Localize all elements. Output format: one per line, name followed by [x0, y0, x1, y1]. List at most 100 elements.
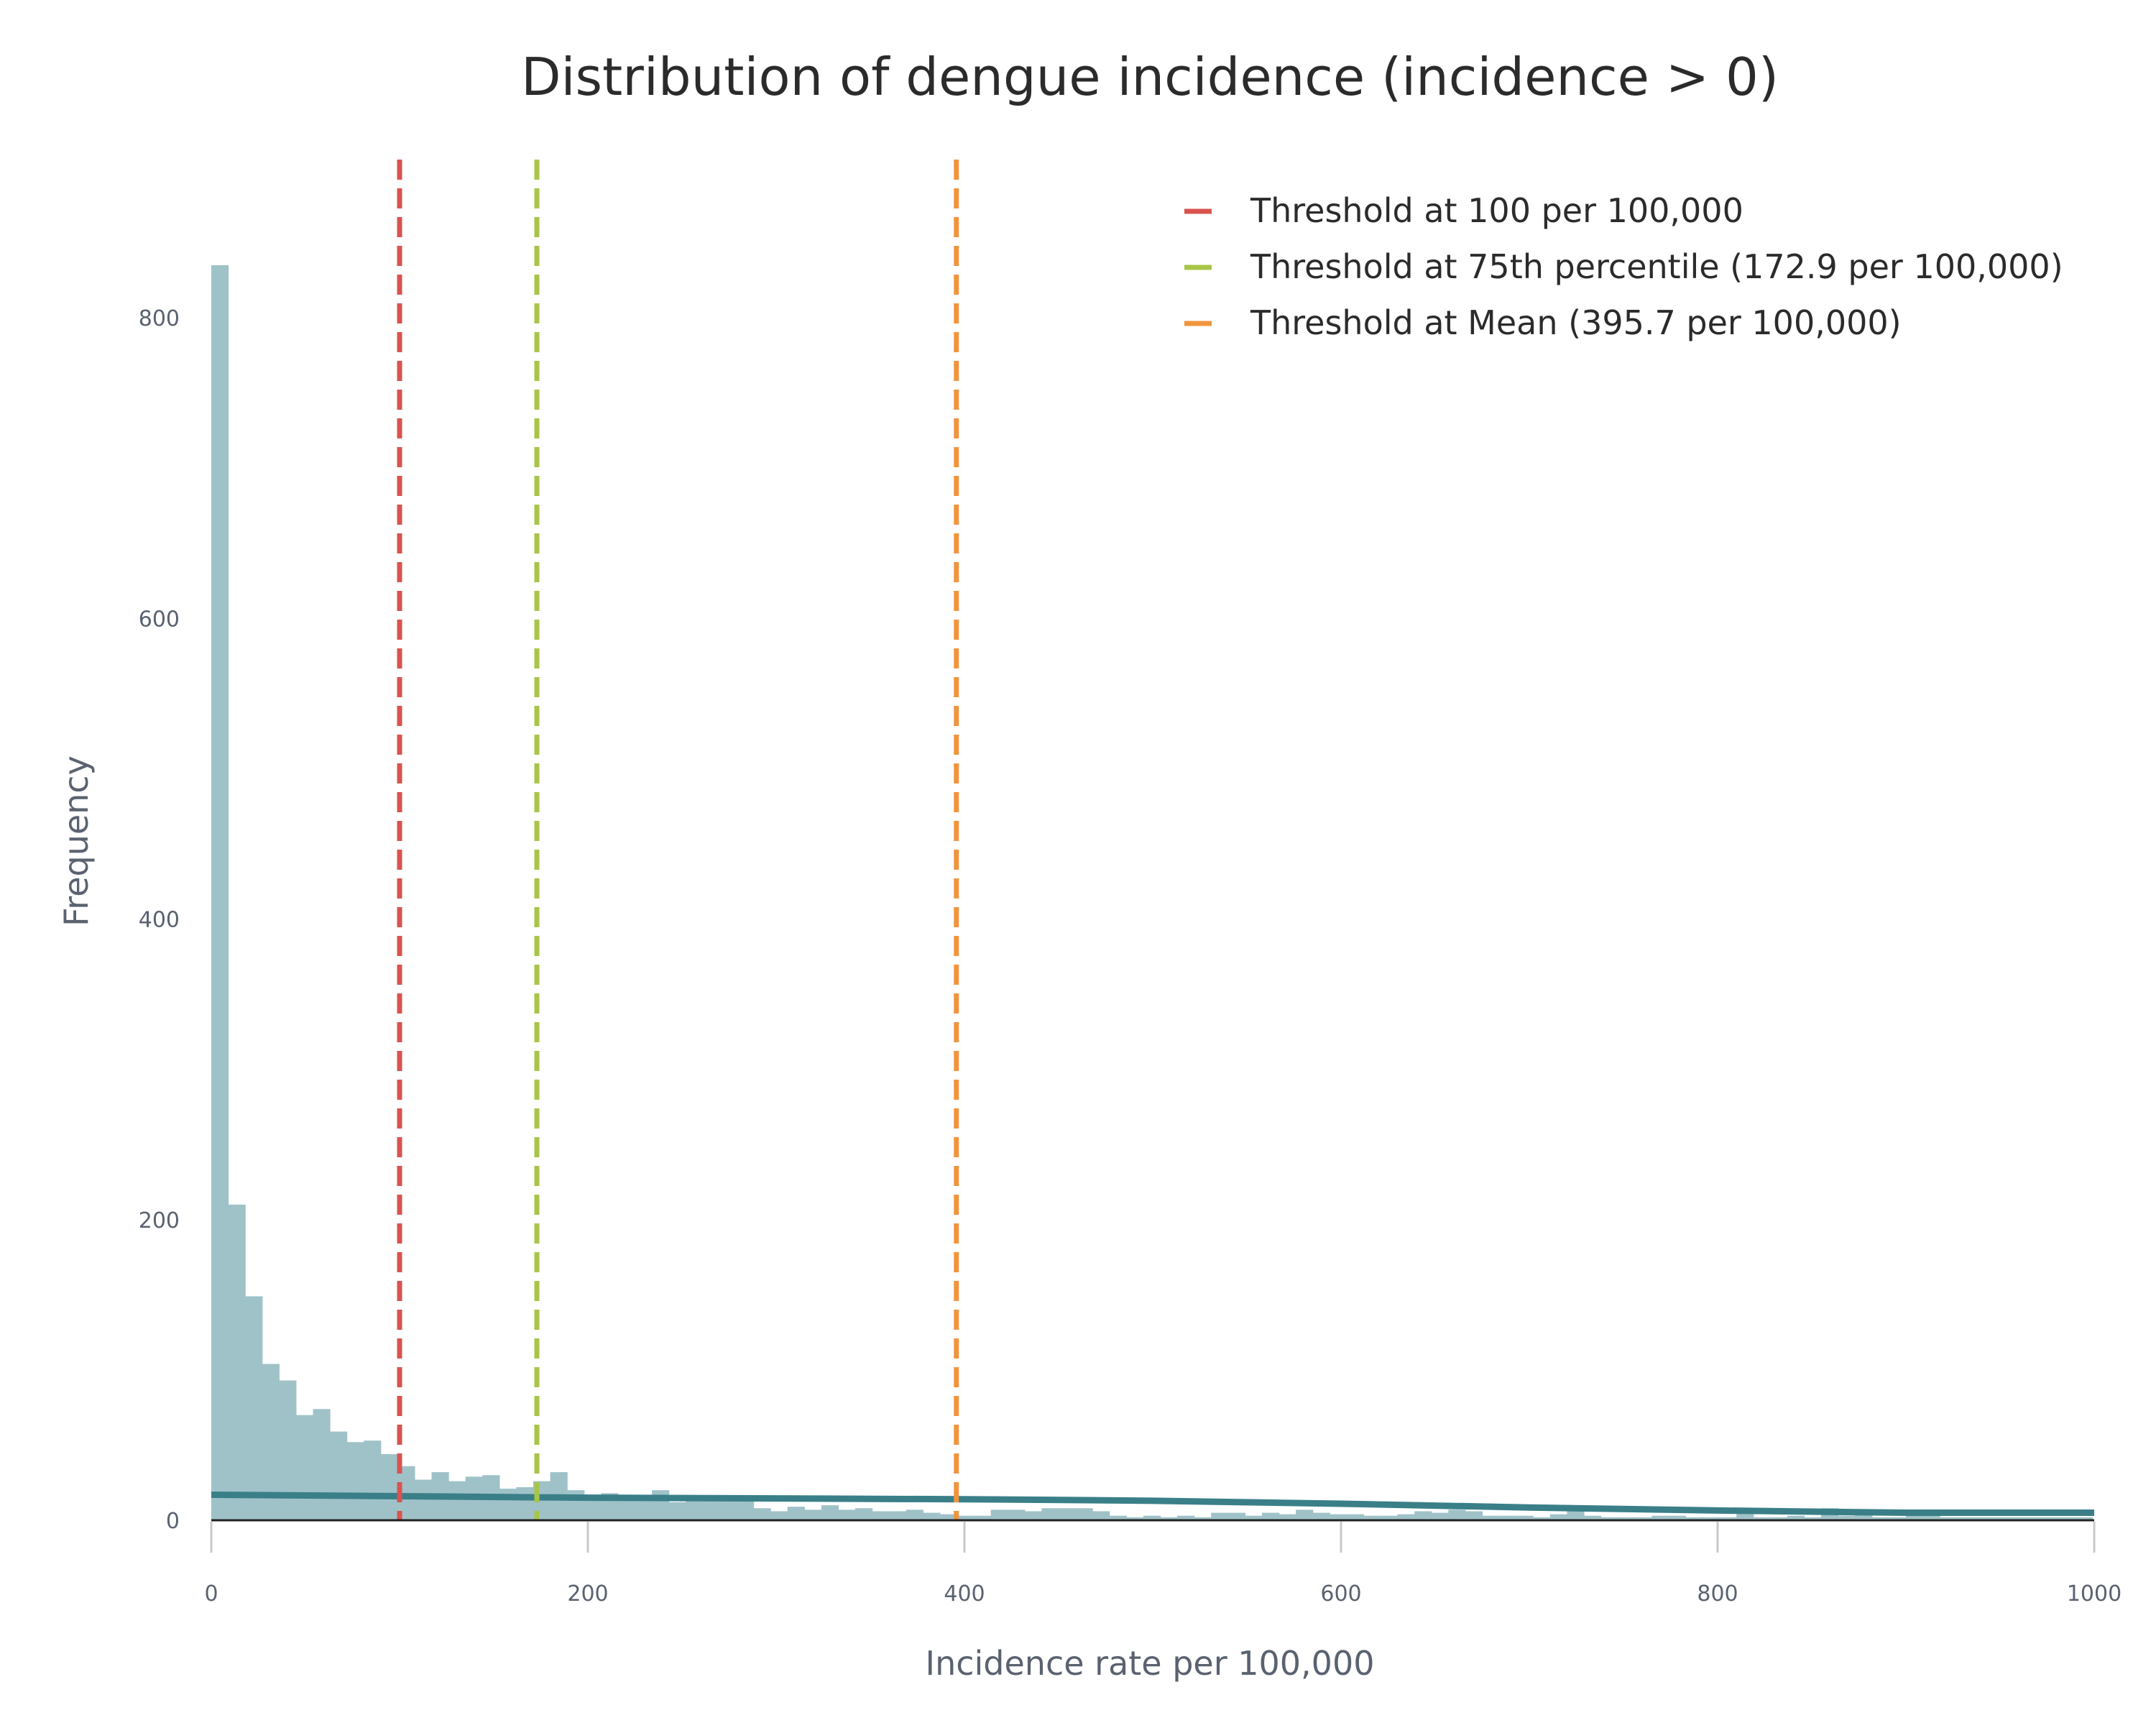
x-tick-label: 600 [1320, 1581, 1361, 1607]
histogram-bar [1634, 1517, 1652, 1520]
histogram-bar [770, 1511, 788, 1520]
y-tick-label: 400 [139, 908, 180, 933]
histogram-bar [1194, 1517, 1212, 1520]
legend-label: Threshold at 100 per 100,000 [1250, 191, 1743, 230]
histogram-bar [1126, 1517, 1144, 1520]
y-tick-label: 0 [166, 1509, 180, 1534]
histogram-bar [1279, 1514, 1296, 1520]
histogram-bar [1703, 1517, 1720, 1520]
histogram-bar [974, 1515, 992, 1520]
histogram-bar [1431, 1512, 1449, 1520]
histogram-bar [1618, 1517, 1636, 1520]
histogram-bar [295, 1415, 314, 1520]
histogram-bar [1448, 1509, 1466, 1520]
histogram-bar [1059, 1508, 1077, 1520]
histogram-bar [279, 1380, 297, 1520]
histogram-bar [1922, 1515, 1940, 1520]
histogram-bar [1465, 1511, 1483, 1520]
histogram-bar [2041, 1517, 2059, 1520]
histogram-bar [330, 1431, 348, 1520]
histogram-bar [1685, 1517, 1703, 1520]
histogram-bar [686, 1499, 704, 1520]
x-tick-label: 200 [567, 1581, 608, 1607]
histogram-bar [1889, 1517, 1907, 1520]
histogram-bar [1008, 1509, 1026, 1520]
y-tick-label: 600 [139, 607, 180, 632]
histogram-bar [1092, 1511, 1110, 1520]
histogram-bar [990, 1509, 1008, 1520]
x-tick-label: 0 [204, 1581, 218, 1607]
threshold-lines [397, 160, 959, 1520]
histogram-bar [821, 1505, 839, 1520]
histogram-bar [1075, 1508, 1093, 1520]
histogram-bar [1245, 1515, 1263, 1520]
histogram-bar [872, 1511, 890, 1520]
histogram-bar [1804, 1517, 1822, 1520]
histogram-bar [2075, 1517, 2093, 1520]
histogram-bar [957, 1515, 975, 1520]
histogram-bar [906, 1509, 923, 1520]
histogram-bar [516, 1486, 534, 1520]
legend-label: Threshold at Mean (395.7 per 100,000) [1250, 303, 1902, 342]
histogram-bar [448, 1481, 466, 1520]
histogram-bar [1956, 1517, 1974, 1520]
histogram-bar [1940, 1517, 1958, 1520]
histogram-bar [1871, 1517, 1890, 1520]
histogram-bar [1990, 1517, 2009, 1520]
histogram-bar [1838, 1515, 1856, 1520]
histogram-bar [1583, 1515, 1602, 1520]
histogram-bar [652, 1490, 670, 1520]
histogram-bar [1482, 1515, 1500, 1520]
x-tick-label: 800 [1697, 1581, 1738, 1607]
histogram-bar [1143, 1515, 1161, 1520]
histogram-bar [1363, 1515, 1381, 1520]
histogram-bar [1787, 1515, 1805, 1520]
histogram-bar [1346, 1514, 1365, 1520]
histogram-bar [1499, 1515, 1517, 1520]
histogram-bar [787, 1507, 805, 1520]
histogram-bars [211, 265, 2093, 1520]
histogram-bar [719, 1499, 737, 1520]
axes: 0 200 400 600 800 1000 0 200 400 600 800 [139, 306, 2122, 1607]
histogram-bar [804, 1509, 822, 1520]
density-curve [211, 1491, 2094, 1517]
histogram-bar [855, 1508, 873, 1520]
histogram-bar [1381, 1515, 1399, 1520]
histogram-bar [1973, 1517, 1991, 1520]
histogram-bar [1719, 1517, 1737, 1520]
histogram-bar [1024, 1511, 1043, 1520]
histogram-bar [2058, 1517, 2076, 1520]
chart-title: Distribution of dengue incidence (incide… [521, 47, 1779, 107]
histogram-bar [702, 1499, 720, 1520]
histogram-bar [1855, 1514, 1873, 1520]
histogram-bar [753, 1508, 771, 1520]
histogram-bar [1160, 1517, 1178, 1520]
histogram-bar [1567, 1511, 1585, 1520]
histogram-bar [1296, 1509, 1314, 1520]
histogram-bar [414, 1479, 433, 1520]
histogram-bar [1668, 1515, 1687, 1520]
histogram-bar [1177, 1515, 1195, 1520]
density-curve-group [211, 1491, 2094, 1517]
histogram-bar [1414, 1511, 1432, 1520]
histogram-bar [1109, 1515, 1127, 1520]
y-axis-label: Frequency [57, 755, 96, 927]
y-tick-label: 200 [139, 1208, 180, 1233]
histogram-bar [1330, 1514, 1348, 1520]
x-axis-label: Incidence rate per 100,000 [926, 1644, 1375, 1683]
histogram-bar [499, 1489, 517, 1520]
histogram-bar [939, 1514, 958, 1520]
histogram-bar [380, 1453, 398, 1520]
histogram-bar [1533, 1517, 1551, 1520]
histogram-bar [736, 1499, 755, 1520]
legend: Threshold at 100 per 100,000 Threshold at… [1184, 191, 2063, 342]
histogram-bar [364, 1440, 382, 1520]
histogram-bar [838, 1509, 856, 1520]
histogram-bar [2007, 1517, 2025, 1520]
histogram-bar [1397, 1514, 1415, 1520]
histogram-bar [1516, 1515, 1534, 1520]
histogram-bar [211, 265, 229, 1520]
x-tick-label: 1000 [2067, 1581, 2122, 1607]
